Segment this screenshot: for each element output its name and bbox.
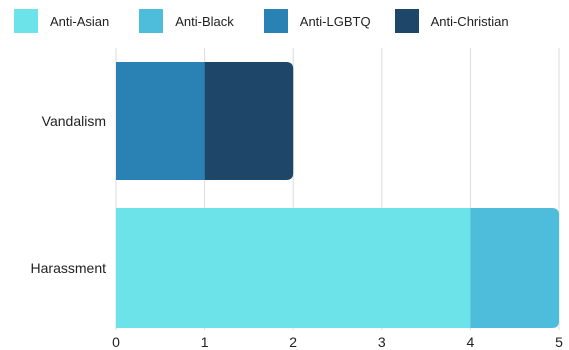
category-label-vandalism: Vandalism [42, 113, 106, 129]
x-tick-3: 3 [378, 334, 386, 350]
x-tick-0: 0 [112, 334, 120, 350]
legend-swatch-anti-lgbtq [263, 9, 288, 33]
x-tick-4: 4 [467, 334, 475, 350]
x-tick-2: 2 [289, 334, 297, 350]
x-tick-5: 5 [555, 334, 563, 350]
bar-vandalism-anti-christian [204, 62, 294, 180]
bar-vandalism-anti-lgbtq [116, 62, 205, 180]
bar-harassment-anti-black [470, 208, 559, 328]
bars [116, 62, 559, 328]
category-labels: Vandalism Harassment [31, 113, 107, 276]
legend-label-anti-lgbtq: Anti-LGBTQ [299, 13, 371, 29]
x-tick-1: 1 [201, 334, 209, 350]
legend-label-anti-asian: Anti-Asian [50, 13, 110, 29]
legend-item-anti-christian: Anti-Christian [394, 9, 509, 33]
legend-label-anti-black: Anti-Black [175, 13, 234, 29]
legend-item-anti-black: Anti-Black [139, 9, 234, 33]
bar-harassment-anti-asian [116, 208, 471, 328]
x-tick-labels: 0 1 2 3 4 5 [112, 334, 563, 350]
legend-swatch-anti-black [139, 9, 164, 33]
category-label-harassment: Harassment [31, 260, 107, 276]
legend: Anti-Asian Anti-Black Anti-LGBTQ Anti-Ch… [14, 8, 509, 34]
legend-swatch-anti-asian [14, 9, 38, 33]
legend-item-anti-asian: Anti-Asian [14, 9, 109, 33]
legend-item-anti-lgbtq: Anti-LGBTQ [263, 9, 371, 33]
legend-label-anti-christian: Anti-Christian [430, 13, 509, 29]
legend-swatch-anti-christian [394, 9, 419, 33]
